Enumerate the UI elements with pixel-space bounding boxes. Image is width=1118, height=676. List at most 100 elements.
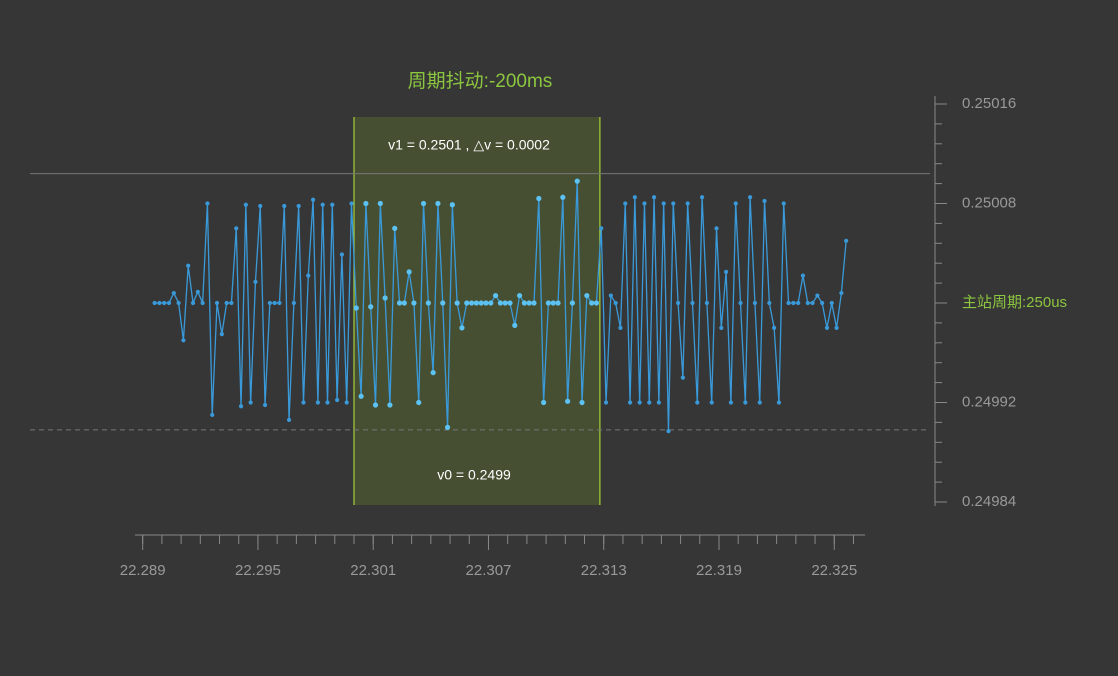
data-point	[690, 300, 695, 306]
data-point	[449, 202, 455, 208]
data-point	[157, 300, 162, 306]
data-point	[372, 402, 379, 408]
data-point	[262, 402, 268, 408]
data-point	[839, 290, 844, 296]
data-point	[776, 400, 782, 405]
data-point	[800, 273, 806, 278]
data-point	[363, 200, 369, 207]
data-point	[805, 300, 810, 306]
data-point	[387, 402, 393, 408]
data-point	[330, 202, 335, 207]
data-point	[824, 325, 830, 330]
data-point	[699, 195, 705, 200]
data-point	[738, 300, 743, 306]
data-point	[492, 292, 499, 299]
data-point	[267, 300, 272, 306]
data-point	[642, 201, 647, 206]
data-point	[286, 417, 292, 423]
data-point	[685, 201, 690, 206]
data-point	[815, 293, 820, 298]
y-tick-label: 0.25008	[962, 194, 1016, 211]
data-point	[497, 300, 503, 306]
data-point	[623, 201, 628, 206]
data-point	[310, 197, 316, 202]
x-tick-label: 22.301	[350, 562, 396, 579]
data-point	[420, 200, 427, 207]
data-point	[152, 300, 157, 306]
data-point	[555, 300, 561, 306]
data-point	[190, 300, 196, 306]
data-point	[671, 201, 676, 206]
data-point	[728, 400, 734, 405]
data-point	[502, 300, 508, 306]
x-tick-label: 22.325	[811, 562, 857, 579]
data-point	[704, 300, 709, 306]
data-point	[512, 322, 518, 328]
data-point	[181, 338, 186, 343]
data-point	[834, 325, 839, 330]
data-point	[569, 300, 576, 306]
y-tick-label: 0.24992	[962, 393, 1016, 410]
data-point	[762, 198, 767, 204]
data-point	[166, 300, 172, 306]
y-tick-label: 0.24984	[962, 493, 1016, 510]
data-point	[325, 400, 330, 405]
data-point	[637, 400, 642, 405]
data-point	[743, 400, 748, 405]
data-point	[416, 399, 422, 406]
data-point	[425, 300, 431, 306]
data-point	[282, 203, 287, 209]
data-point	[301, 400, 306, 405]
data-point	[820, 300, 825, 306]
data-point	[531, 300, 537, 306]
data-point	[219, 331, 224, 337]
data-point	[200, 300, 205, 306]
data-point	[666, 429, 671, 434]
data-point	[536, 195, 542, 202]
data-point	[632, 195, 637, 200]
x-tick-label: 22.319	[696, 562, 742, 579]
data-point	[349, 201, 354, 206]
data-point	[248, 400, 253, 405]
data-point	[714, 226, 719, 231]
data-point	[521, 300, 527, 306]
data-point	[473, 300, 479, 306]
x-tick-label: 22.295	[235, 562, 281, 579]
data-point	[171, 290, 176, 296]
data-point	[238, 404, 244, 409]
data-point	[277, 300, 282, 306]
data-point	[234, 226, 239, 231]
data-point	[272, 300, 277, 306]
data-point	[584, 292, 590, 299]
data-point	[829, 300, 834, 306]
data-point	[786, 300, 791, 306]
data-point	[593, 300, 600, 306]
data-point	[757, 400, 762, 405]
data-point	[507, 300, 513, 306]
data-point	[210, 412, 215, 418]
data-point	[565, 398, 571, 404]
x-tick-label: 22.307	[466, 562, 512, 579]
data-point	[748, 195, 753, 200]
data-point	[320, 202, 325, 207]
data-point	[444, 424, 451, 430]
data-point	[618, 325, 623, 330]
data-point	[468, 300, 475, 306]
data-point	[382, 295, 388, 301]
data-point	[224, 300, 229, 306]
data-point	[377, 200, 383, 207]
data-point	[243, 202, 248, 207]
data-point	[430, 370, 436, 376]
data-point	[435, 200, 441, 207]
data-point	[195, 289, 200, 294]
data-point	[334, 397, 340, 403]
data-point	[719, 325, 724, 330]
data-point	[651, 195, 657, 200]
annotation: v0 = 0.2499	[437, 467, 511, 483]
data-point	[603, 400, 609, 405]
data-point	[613, 300, 618, 306]
data-point	[695, 400, 700, 405]
